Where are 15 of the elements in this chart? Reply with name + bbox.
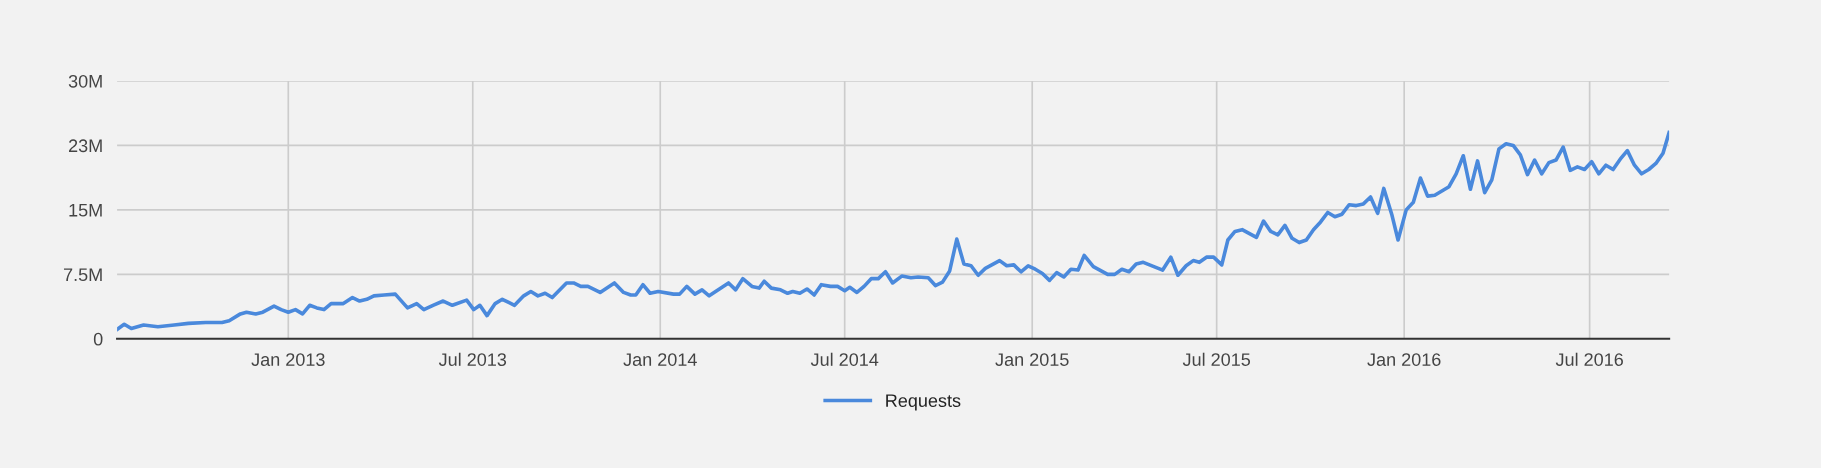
y-tick-label: 15M	[69, 204, 102, 217]
y-tick-label: 7.5M	[63, 268, 102, 282]
x-tick-label: Jan 2013	[251, 353, 325, 366]
y-tick-label: 0	[93, 332, 103, 346]
x-tick-label: Jul 2014	[810, 352, 879, 366]
y-tick-label: 23M	[68, 139, 102, 153]
x-tick-label: Jan 2016	[1367, 353, 1441, 366]
x-tick-label: Jan 2015	[995, 353, 1069, 366]
x-tick-label: Jul 2016	[1555, 352, 1623, 366]
x-tick-label: Jan 2014	[623, 353, 697, 366]
x-tick-label: Jul 2013	[438, 352, 507, 366]
y-tick-label: 30M	[68, 74, 102, 88]
x-tick-label: Jul 2015	[1182, 352, 1251, 366]
line-series	[117, 130, 1670, 332]
legend-label: Requests	[886, 394, 961, 411]
